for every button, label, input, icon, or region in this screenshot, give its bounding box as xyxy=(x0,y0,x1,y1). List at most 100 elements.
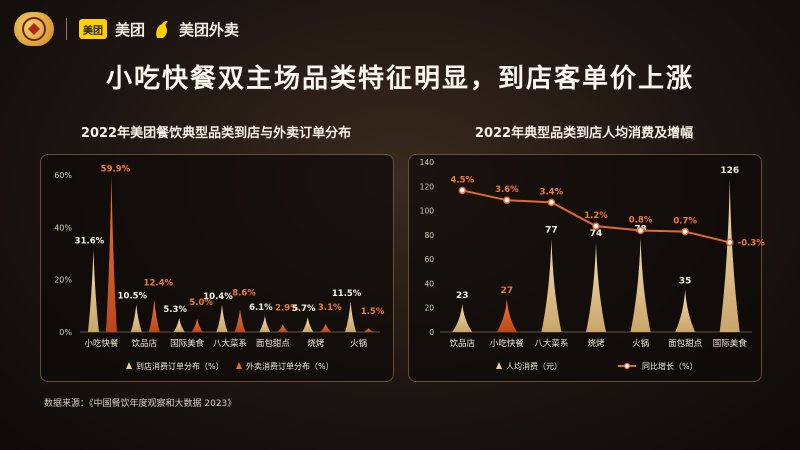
left-y-tick-label: 60% xyxy=(54,171,72,180)
left-bar-delivery xyxy=(320,323,332,332)
right-data-label-growth: 3.6% xyxy=(495,185,519,195)
left-bar-delivery xyxy=(363,328,375,332)
right-data-label-avg-spend: 77 xyxy=(545,226,558,236)
left-bar-delivery xyxy=(191,318,203,332)
left-x-tick-label: 火锅 xyxy=(350,338,367,349)
right-y-tick-label: 0 xyxy=(429,328,434,337)
left-data-label-dine-in: 31.6% xyxy=(75,236,105,246)
right-x-tick-label: 火锅 xyxy=(632,338,649,349)
right-growth-point xyxy=(503,196,511,204)
right-data-label-avg-spend: 126 xyxy=(720,166,739,176)
left-x-tick-label: 国际美食 xyxy=(170,338,205,349)
left-bar-dine-in xyxy=(216,304,228,332)
right-x-tick-label: 国际美食 xyxy=(713,338,748,349)
right-data-label-avg-spend: 74 xyxy=(590,229,603,239)
right-data-label-growth: 3.4% xyxy=(540,187,564,197)
right-growth-point xyxy=(547,198,556,207)
left-x-tick-label: 八大菜系 xyxy=(213,338,247,349)
right-y-tick-label: 60 xyxy=(424,255,434,264)
left-data-label-dine-in: 5.3% xyxy=(163,305,187,315)
left-data-label-delivery: 1.5% xyxy=(361,307,385,317)
right-bar-avg-spend xyxy=(496,299,517,332)
left-bar-delivery xyxy=(277,324,289,332)
right-x-tick-label: 面包甜点 xyxy=(668,338,703,349)
right-bar-avg-spend xyxy=(452,304,473,332)
left-bar-delivery xyxy=(148,299,160,332)
left-data-label-delivery: 8.6% xyxy=(232,288,256,298)
left-legend-marker-delivery xyxy=(236,362,242,369)
left-data-label-dine-in: 11.5% xyxy=(332,289,362,299)
right-data-label-growth: 0.7% xyxy=(673,217,697,227)
left-data-label-delivery: 5.0% xyxy=(189,298,213,308)
left-legend-label-delivery: 外卖消费订单分布（%） xyxy=(246,361,334,371)
left-x-tick-label: 烧烤 xyxy=(307,338,325,349)
right-legend-label-growth: 同比增长（%） xyxy=(642,361,698,371)
left-bar-dine-in xyxy=(345,301,357,332)
right-legend-marker-point xyxy=(623,362,631,370)
left-x-tick-label: 面包甜点 xyxy=(256,338,291,349)
brand-meituan: 美团 xyxy=(115,20,146,39)
left-data-label-delivery: 59.9% xyxy=(101,164,131,174)
left-legend-marker-dine-in xyxy=(126,362,132,369)
source-note: 数据来源：《中国餐饮年度观察和大数据 2023》 xyxy=(44,399,237,409)
brand-waimai: 美团外卖 xyxy=(179,20,240,39)
left-data-label-dine-in: 10.4% xyxy=(203,292,233,302)
brand-divider xyxy=(66,18,67,40)
left-bar-dine-in xyxy=(130,304,142,332)
left-bar-dine-in xyxy=(259,316,271,332)
right-x-tick-label: 烧烤 xyxy=(587,338,605,349)
right-legend-marker-avg-spend xyxy=(496,362,502,369)
left-data-label-delivery: 2.9% xyxy=(275,303,299,313)
kangaroo-icon xyxy=(156,20,169,38)
left-bar-dine-in xyxy=(87,249,99,332)
right-bar-avg-spend xyxy=(719,179,740,332)
right-x-tick-label: 饮品店 xyxy=(450,338,476,349)
right-x-tick-label: 小吃快餐 xyxy=(490,338,525,349)
left-y-tick-label: 0% xyxy=(59,328,72,337)
anniversary-seal-icon xyxy=(14,12,54,46)
left-data-label-dine-in: 5.7% xyxy=(292,304,316,314)
right-bar-avg-spend xyxy=(630,237,651,332)
right-data-label-avg-spend: 27 xyxy=(501,286,514,296)
right-y-tick-label: 40 xyxy=(424,279,434,288)
right-data-label-avg-spend: 23 xyxy=(456,291,469,301)
left-x-tick-label: 小吃快餐 xyxy=(84,338,119,349)
right-x-tick-label: 八大菜系 xyxy=(534,338,568,349)
right-legend-label-avg-spend: 人均消费（元） xyxy=(506,361,562,371)
right-y-tick-label: 20 xyxy=(424,304,434,313)
left-x-tick-label: 饮品店 xyxy=(132,338,158,349)
meituan-logo: 美团 xyxy=(79,19,107,39)
right-chart-title: 2022年典型品类到店人均消费及增幅 xyxy=(474,126,694,141)
right-growth-point xyxy=(636,226,645,235)
right-y-tick-label: 120 xyxy=(420,182,435,191)
right-bar-avg-spend xyxy=(541,238,562,332)
left-bar-dine-in xyxy=(173,318,185,332)
brand-bar: 美团 美团 美团外卖 xyxy=(14,12,239,46)
right-growth-point xyxy=(592,222,600,230)
left-legend-label-dine-in: 到店消费订单分布（%） xyxy=(136,361,224,371)
right-bar-avg-spend xyxy=(586,242,606,332)
right-data-label-avg-spend: 35 xyxy=(679,277,692,287)
page-headline: 小吃快餐双主场品类特征明显，到店客单价上涨 xyxy=(105,64,694,94)
left-y-tick-label: 20% xyxy=(54,276,72,285)
left-chart-title: 2022年美团餐饮典型品类到店与外卖订单分布 xyxy=(80,126,352,141)
right-y-tick-label: 80 xyxy=(424,231,434,240)
right-data-label-growth: -0.3% xyxy=(738,238,766,248)
left-data-label-delivery: 12.4% xyxy=(144,279,174,289)
left-data-label-dine-in: 6.1% xyxy=(249,303,273,313)
right-data-label-growth: 1.2% xyxy=(584,211,608,221)
right-data-label-growth: 0.8% xyxy=(629,216,653,226)
left-data-label-delivery: 3.1% xyxy=(318,303,342,313)
left-bar-dine-in xyxy=(302,317,314,332)
left-bar-delivery xyxy=(234,309,246,332)
right-y-tick-label: 140 xyxy=(420,158,435,167)
right-data-label-growth: 4.5% xyxy=(450,175,474,185)
right-growth-point xyxy=(458,186,467,195)
left-data-label-dine-in: 10.5% xyxy=(118,292,148,302)
left-y-tick-label: 40% xyxy=(54,223,72,232)
right-growth-point xyxy=(681,227,689,236)
right-y-tick-label: 100 xyxy=(420,207,435,216)
right-bar-avg-spend xyxy=(675,289,696,332)
right-growth-point xyxy=(725,238,734,247)
